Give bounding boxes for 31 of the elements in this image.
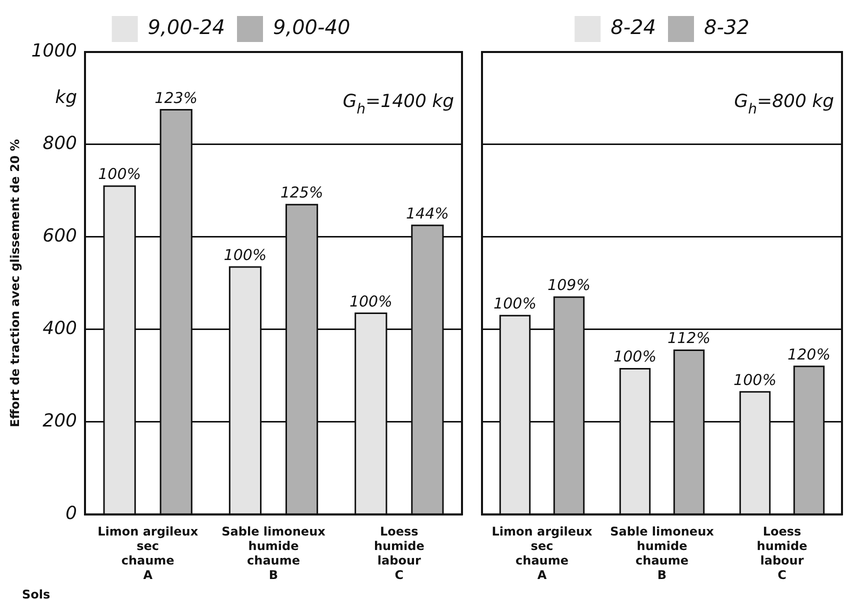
y-tick-label: 1000 — [31, 40, 77, 62]
y-tick-label: 400 — [42, 318, 77, 340]
legend-label: 8-32 — [704, 15, 750, 40]
legend-label: 9,00-40 — [273, 15, 350, 40]
annotation: 100% — [734, 370, 776, 389]
y-tick-label: 0 — [66, 503, 77, 524]
annotation: 109% — [548, 276, 590, 294]
legend-label: 8-24 — [610, 15, 656, 40]
x-tick-label: Sable limoneux humide chaume B — [610, 524, 714, 582]
annotation: 112% — [668, 329, 710, 348]
annotation: 100% — [614, 348, 656, 366]
annotation: 125% — [280, 184, 324, 202]
text: Sols — [22, 587, 50, 600]
y-tick-label: 800 — [42, 133, 77, 154]
annotation: 100% — [494, 294, 536, 313]
x-tick-label: Limon argileux sec chaume A — [98, 524, 198, 582]
y-axis-title: Effort de traction avec glissement de 20 % — [8, 139, 22, 428]
x-tick-label: Sable limoneux humide chaume B — [222, 524, 326, 582]
y-tick-label: kg — [55, 86, 77, 108]
annotation: 123% — [154, 88, 198, 107]
annotation: 100% — [224, 246, 267, 264]
legend-label: 9,00-24 — [148, 15, 226, 40]
annotation: 100% — [349, 292, 392, 310]
annotation: 144% — [406, 204, 449, 222]
x-tick-label: Loess humide labour C — [756, 524, 808, 582]
x-tick-label: Limon argileux sec chaume A — [492, 524, 592, 582]
annotation: 120% — [788, 345, 830, 364]
y-tick-label: 200 — [42, 410, 77, 432]
annotation: 100% — [98, 165, 142, 184]
x-tick-label: Loess humide labour C — [374, 524, 424, 582]
y-tick-label: 600 — [42, 226, 77, 247]
